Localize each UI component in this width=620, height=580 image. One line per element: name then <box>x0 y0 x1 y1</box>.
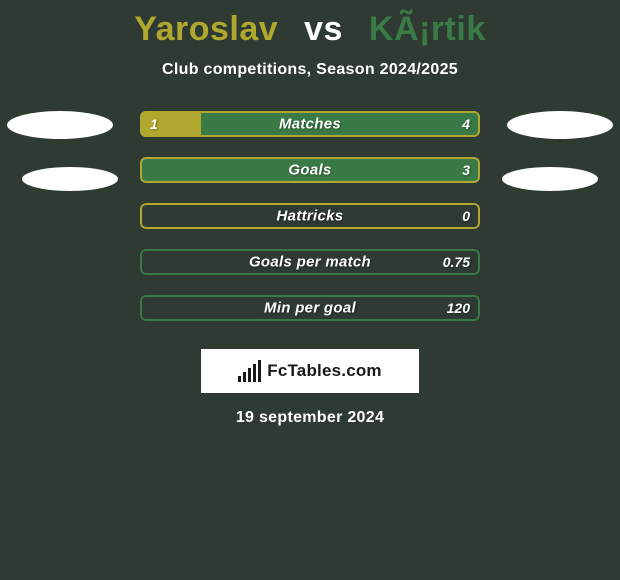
stat-fill-right <box>201 111 480 137</box>
avatar-placeholder-left-2 <box>22 167 118 191</box>
brand-icon-bar <box>238 376 241 382</box>
stat-value-left: 1 <box>150 116 158 132</box>
stat-value-right: 0 <box>462 208 470 224</box>
title-player2: KÃ¡rtik <box>369 10 486 48</box>
stat-label: Min per goal <box>140 300 480 317</box>
brand-icon-bar <box>253 364 256 382</box>
title-vs: vs <box>304 10 343 48</box>
avatar-placeholder-right-2 <box>502 167 598 191</box>
stat-border <box>140 203 480 229</box>
stat-label: Hattricks <box>140 208 480 225</box>
brand-box: FcTables.com <box>201 349 419 393</box>
stat-row: Goals per match0.75 <box>140 249 480 275</box>
brand-text: FcTables.com <box>267 361 382 381</box>
stat-row: Goals3 <box>140 157 480 183</box>
page-title: Yaroslav vs KÃ¡rtik <box>0 0 620 49</box>
brand-icon-bar <box>248 368 251 382</box>
stat-row: Hattricks0 <box>140 203 480 229</box>
bar-chart-icon <box>238 360 261 382</box>
stat-row: Matches14 <box>140 111 480 137</box>
subtitle: Club competitions, Season 2024/2025 <box>0 61 620 79</box>
stats-chart: Matches14Goals3Hattricks0Goals per match… <box>0 111 620 331</box>
stat-value-right: 4 <box>462 116 470 132</box>
stat-value-right: 0.75 <box>443 254 470 270</box>
comparison-card: Yaroslav vs KÃ¡rtik Club competitions, S… <box>0 0 620 580</box>
avatar-placeholder-left-1 <box>7 111 113 139</box>
brand-icon-bar <box>243 372 246 382</box>
stat-border <box>140 295 480 321</box>
date-label: 19 september 2024 <box>0 409 620 427</box>
stat-value-right: 3 <box>462 162 470 178</box>
stat-label: Goals per match <box>140 254 480 271</box>
stat-value-right: 120 <box>447 300 470 316</box>
avatar-placeholder-right-1 <box>507 111 613 139</box>
stat-bars: Matches14Goals3Hattricks0Goals per match… <box>140 111 480 341</box>
brand-icon-bar <box>258 360 261 382</box>
stat-fill-right <box>140 157 480 183</box>
stat-row: Min per goal120 <box>140 295 480 321</box>
stat-border <box>140 249 480 275</box>
title-player1: Yaroslav <box>134 10 278 48</box>
